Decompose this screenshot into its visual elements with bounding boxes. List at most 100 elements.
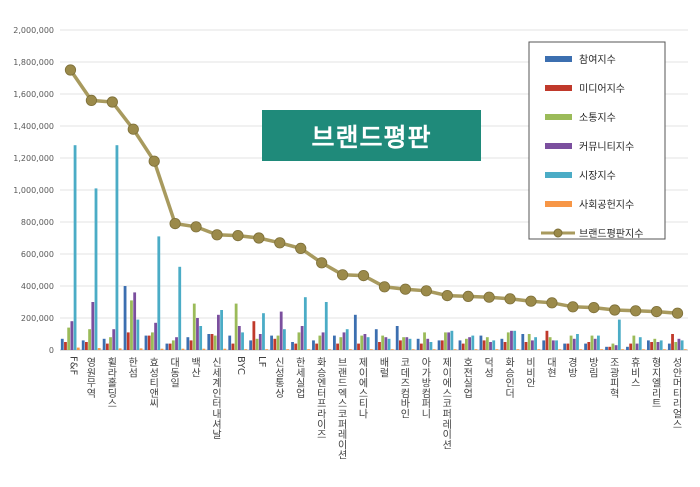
bar <box>626 346 629 350</box>
bar <box>297 332 301 350</box>
bar <box>283 329 286 350</box>
line-point <box>64 64 77 76</box>
legend-swatch <box>545 114 572 120</box>
bar <box>73 145 77 350</box>
bar <box>500 338 504 350</box>
bar <box>81 340 85 350</box>
bar <box>458 340 462 350</box>
bar <box>513 330 517 350</box>
bar <box>70 321 74 350</box>
bar <box>279 311 283 350</box>
x-category-label: LF <box>256 356 267 368</box>
bar <box>126 332 130 350</box>
bar <box>192 303 196 350</box>
bar <box>270 335 273 350</box>
bar <box>210 334 214 350</box>
bar <box>516 349 520 350</box>
line-point <box>295 242 307 254</box>
legend-label: 참여지수 <box>579 54 616 66</box>
legend-label: 사회공헌지수 <box>579 199 634 211</box>
bar <box>217 314 220 350</box>
bar <box>579 349 583 350</box>
bar <box>474 349 478 350</box>
bar <box>605 346 608 350</box>
bar <box>339 337 343 350</box>
y-tick-label: 1,200,000 <box>13 154 54 163</box>
line-point <box>378 281 391 293</box>
bar <box>303 297 307 350</box>
bar <box>572 338 576 350</box>
line-point <box>357 269 370 282</box>
bar <box>213 335 217 350</box>
bar <box>423 332 426 350</box>
bar <box>147 335 151 350</box>
bar <box>175 337 178 350</box>
y-tick-label: 400,000 <box>21 282 54 291</box>
bar <box>207 334 211 350</box>
bar <box>506 332 510 350</box>
line-point <box>169 218 181 230</box>
bar <box>611 343 615 350</box>
bar <box>109 337 112 350</box>
bar <box>663 349 666 350</box>
legend-swatch <box>545 172 572 178</box>
bar <box>133 292 137 350</box>
bar <box>680 340 684 350</box>
bar <box>312 340 315 350</box>
bar <box>369 349 373 350</box>
brand-reputation-banner: 브랜드평판 <box>262 110 481 161</box>
y-tick-label: 200,000 <box>21 314 54 323</box>
bar <box>94 188 98 350</box>
bar <box>683 349 687 350</box>
line-point <box>190 221 202 233</box>
bar <box>262 313 265 350</box>
y-tick-label: 1,800,000 <box>13 58 54 67</box>
bar <box>597 335 600 350</box>
bar <box>336 343 339 350</box>
bar <box>674 342 678 350</box>
bar <box>60 338 64 350</box>
bar <box>416 338 420 350</box>
line-point <box>85 94 98 107</box>
bar <box>374 329 378 350</box>
bar <box>291 342 294 350</box>
bar <box>429 342 433 350</box>
bar <box>345 329 349 350</box>
bar <box>130 300 133 350</box>
line-point <box>148 155 160 167</box>
line-point <box>211 229 223 241</box>
bar <box>64 342 67 350</box>
bar <box>471 335 475 350</box>
bar <box>324 302 328 350</box>
bar <box>387 338 391 350</box>
bar <box>165 343 169 350</box>
bar <box>614 345 618 350</box>
bar <box>656 342 660 350</box>
line-point <box>588 301 600 314</box>
bar <box>286 349 289 350</box>
bar <box>489 342 492 350</box>
bar <box>521 334 525 350</box>
bar <box>223 348 227 350</box>
legend-label: 미디어지수 <box>579 83 625 95</box>
bar <box>534 337 537 350</box>
bar <box>492 340 496 350</box>
bar <box>584 343 587 350</box>
bar <box>102 338 106 350</box>
bar <box>542 340 546 350</box>
bar <box>593 338 597 350</box>
bar <box>390 349 394 350</box>
